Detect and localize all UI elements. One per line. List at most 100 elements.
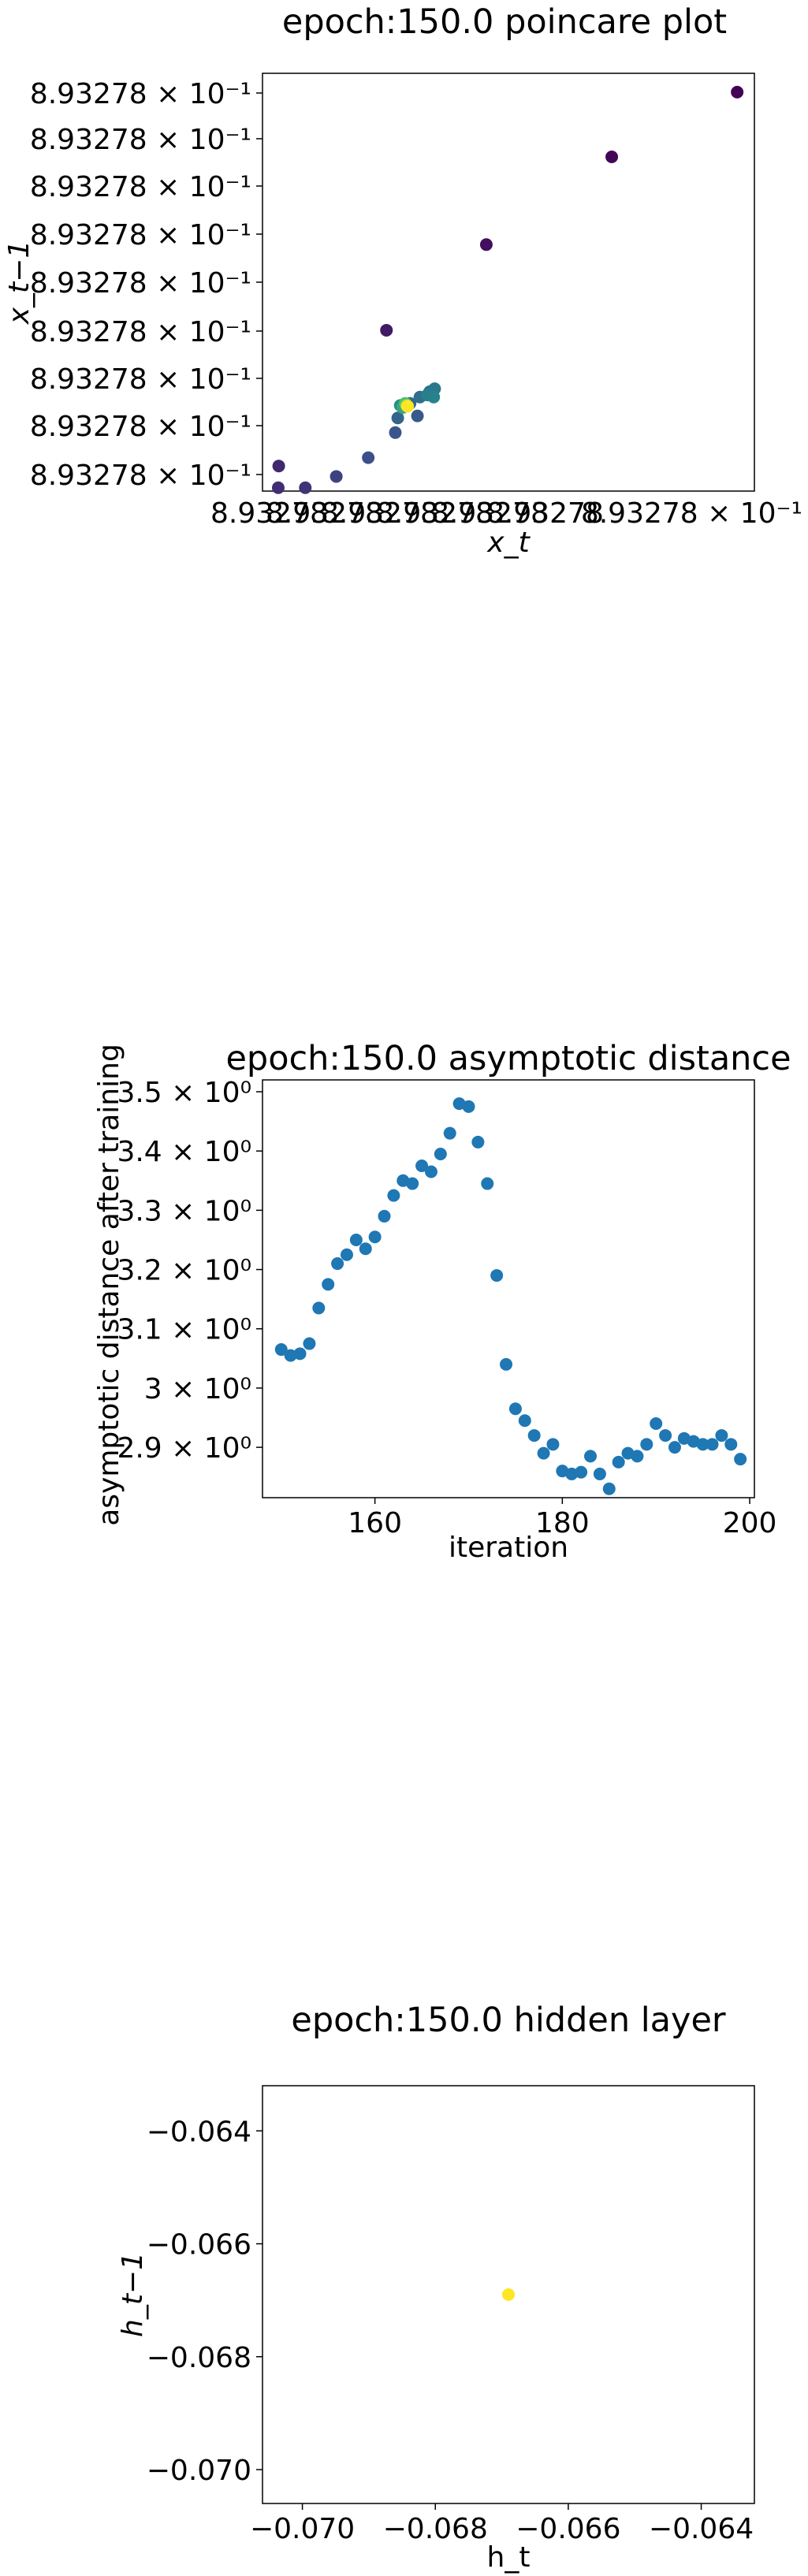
scatter-point [724, 1438, 738, 1451]
y-tick-label: 3.3 × 10⁰ [117, 1195, 251, 1227]
scatter-point [734, 1453, 747, 1466]
scatter-point [631, 1450, 644, 1463]
y-tick-label: −0.070 [147, 2455, 251, 2487]
scatter-point [527, 1429, 541, 1442]
scatter-point [378, 1209, 391, 1223]
x-tick-label: 8.93278 × 10⁻¹ [581, 497, 802, 530]
y-tick-label: 3.2 × 10⁰ [117, 1255, 251, 1287]
scatter-point [406, 1177, 419, 1190]
y-tick-label: 3.1 × 10⁰ [117, 1314, 251, 1346]
x-tick-label: 200 [723, 1507, 777, 1539]
scatter-point [434, 1147, 447, 1160]
scatter-point [659, 1429, 672, 1442]
scatter-point [706, 1438, 719, 1451]
y-tick-label: −0.064 [147, 2116, 251, 2148]
scatter-point [715, 1429, 728, 1442]
x-tick-label: 180 [535, 1507, 590, 1539]
x-tick-label: 8.93278 [431, 497, 549, 530]
y-tick-label: 8.93278 × 10⁻¹ [30, 363, 251, 396]
asymptotic-distance-chart: epoch:150.0 asymptotic distance 2.9 × 10… [93, 1039, 791, 1564]
scatter-point [565, 1467, 579, 1480]
scatter-point [340, 1248, 353, 1261]
scatter-point [274, 1343, 288, 1357]
scatter-point [602, 1482, 616, 1495]
scatter-point [299, 481, 312, 494]
scatter-point [462, 1100, 475, 1113]
scatter-point [368, 1230, 382, 1244]
scatter-point [362, 451, 375, 464]
poincare-plot-chart: epoch:150.0 poincare plot 8.93278 × 10⁻¹… [3, 2, 802, 559]
y-tick-label: 8.93278 × 10⁻¹ [30, 267, 251, 300]
scatter-point [284, 1349, 297, 1362]
scatter-point [650, 1417, 663, 1431]
x-tick-labels: 8.932788.932788.932788.932788.932788.932… [210, 497, 802, 530]
scatter-point [359, 1242, 372, 1256]
scatter-point [696, 1438, 709, 1451]
x-tick-label: 8.93278 [210, 497, 328, 530]
scatter-point [380, 323, 393, 337]
scatter-point [391, 411, 404, 425]
scatter-point [575, 1465, 588, 1479]
scatter-point [731, 85, 744, 99]
scatter-point [537, 1446, 550, 1460]
x-axis-ticks: 160 180 200 [348, 1498, 776, 1539]
y-tick-label: 3 × 10⁰ [144, 1373, 251, 1405]
y-tick-labels: 8.93278 × 10⁻¹ 8.93278 × 10⁻¹ 8.93278 × 10… [30, 78, 263, 492]
scatter-point [612, 1455, 625, 1469]
scatter-point [518, 1414, 531, 1428]
scatter-point [546, 1438, 560, 1451]
x-tick-label: 8.93278 [321, 497, 438, 530]
x-tick-label: 160 [348, 1507, 402, 1539]
scatter-point [312, 1301, 326, 1315]
scatter-point [490, 1269, 504, 1282]
scatter-point [349, 1233, 363, 1246]
scatter-point [303, 1337, 316, 1350]
chart-title: epoch:150.0 asymptotic distance [225, 1039, 791, 1078]
y-tick-label: 8.93278 × 10⁻¹ [30, 78, 251, 110]
y-axis-ticks: −0.070 −0.068 −0.066 −0.064 [147, 2116, 263, 2487]
scatter-point [401, 400, 415, 413]
scatter-point [415, 1160, 429, 1173]
data-points [274, 1097, 747, 1495]
y-axis-label: asymptotic distance after training [93, 1044, 125, 1526]
y-axis-ticks: 2.9 × 10⁰ 3 × 10⁰ 3.1 × 10⁰ 3.2 × 10⁰ 3.3 × … [117, 1077, 263, 1465]
scatter-point [293, 1347, 307, 1361]
scatter-point [331, 1257, 344, 1271]
y-tick-label: 2.9 × 10⁰ [117, 1432, 251, 1465]
x-tick-label: −0.064 [649, 2513, 754, 2545]
scatter-point [479, 238, 493, 251]
scatter-point [502, 2288, 515, 2301]
y-axis-label: x_t−1 [3, 240, 35, 326]
x-tick-label: 8.93278 [376, 497, 493, 530]
data-points [502, 2288, 515, 2301]
y-tick-label: 8.93278 × 10⁻¹ [30, 411, 251, 443]
scatter-point [427, 390, 441, 404]
x-tick-label: −0.068 [383, 2513, 488, 2545]
data-points [271, 85, 744, 494]
scatter-point [272, 460, 285, 473]
y-tick-label: 8.93278 × 10⁻¹ [30, 124, 251, 156]
chart-title: epoch:150.0 hidden layer [291, 2001, 726, 2040]
scatter-point [322, 1278, 335, 1291]
y-tick-label: 8.93278 × 10⁻¹ [30, 171, 251, 203]
scatter-point [500, 1357, 513, 1371]
x-axis-ticks: −0.070 −0.068 −0.066 −0.064 [250, 2503, 754, 2545]
scatter-point [481, 1177, 494, 1190]
x-axis-label: h_t [487, 2541, 531, 2574]
y-tick-label: 8.93278 × 10⁻¹ [30, 219, 251, 251]
hidden-layer-chart: epoch:150.0 hidden layer −0.070−0.068−0.… [117, 2001, 755, 2574]
y-tick-label: −0.066 [147, 2229, 251, 2261]
scatter-point [443, 1126, 456, 1140]
x-tick-label: 8.93278 [486, 497, 604, 530]
scatter-point [389, 426, 402, 439]
y-tick-label: 8.93278 × 10⁻¹ [30, 460, 251, 492]
scatter-point [584, 1450, 597, 1463]
y-tick-label: −0.068 [147, 2342, 251, 2374]
x-tick-label: −0.066 [516, 2513, 620, 2545]
scatter-point [387, 1189, 400, 1202]
scatter-point [508, 1402, 522, 1416]
y-axis-label: h_t−1 [117, 2252, 149, 2337]
scatter-point [593, 1467, 606, 1480]
x-tick-label: 8.93278 [266, 497, 383, 530]
plot-area [262, 73, 755, 492]
